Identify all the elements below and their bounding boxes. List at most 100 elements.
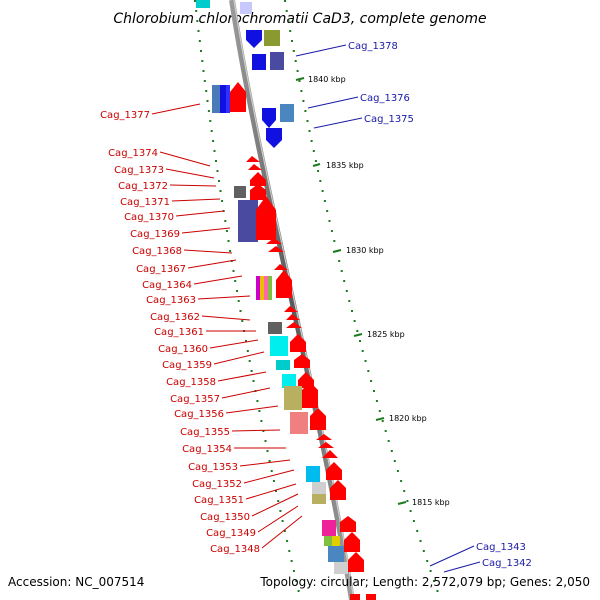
left-leader-lines xyxy=(151,103,303,549)
gene-box xyxy=(260,276,264,300)
guide-dot xyxy=(308,130,311,132)
guide-dot xyxy=(298,80,301,82)
guide-dot xyxy=(396,470,399,472)
guide-dot xyxy=(277,500,280,502)
gene-label: Cag_1364 xyxy=(142,280,192,291)
gene-box xyxy=(306,466,320,482)
guide-dot xyxy=(321,190,324,192)
guide-dot xyxy=(351,310,353,312)
guide-dot xyxy=(296,70,299,72)
guide-dot xyxy=(356,330,359,332)
guide-dot xyxy=(304,110,307,112)
guide-dot xyxy=(400,480,403,482)
gene-label: Cag_1370 xyxy=(124,212,174,223)
tick-label-1840: 1840 kbp xyxy=(308,75,346,84)
forward-gene-arrow xyxy=(250,172,266,186)
guide-dot xyxy=(367,370,370,372)
guide-dot xyxy=(285,10,288,12)
gene-box xyxy=(226,85,230,113)
gene-box xyxy=(290,412,308,434)
guide-dot xyxy=(340,270,343,272)
guide-dot xyxy=(364,360,367,362)
forward-gene-arrow xyxy=(286,314,300,320)
forward-gene-arrow xyxy=(256,196,276,240)
guide-dot xyxy=(297,590,300,592)
guide-dot xyxy=(200,50,202,52)
forward-gene-arrow xyxy=(302,382,318,408)
guide-dot xyxy=(266,450,269,452)
guide-dot xyxy=(433,580,435,582)
guide-dot xyxy=(429,570,432,572)
gene-label: Cag_1369 xyxy=(130,229,180,240)
tick-1815 xyxy=(397,501,407,505)
gene-label: Cag_1359 xyxy=(162,360,212,371)
gene-label: Cag_1374 xyxy=(108,148,158,159)
gene-box xyxy=(366,594,376,600)
guide-dot xyxy=(406,500,409,502)
gene-box xyxy=(322,520,336,536)
guide-dot xyxy=(291,40,293,42)
guide-dot xyxy=(319,180,322,182)
guide-dot xyxy=(234,280,237,282)
guide-dot xyxy=(317,170,320,172)
guide-dot xyxy=(290,560,293,562)
guide-dot xyxy=(288,550,291,552)
kbp-ticks: 1840 kbp 1835 kbp 1830 kbp 1825 kbp 1820… xyxy=(295,75,450,507)
gene-box xyxy=(264,30,280,46)
guide-dot xyxy=(361,350,364,352)
gene-box xyxy=(268,322,282,334)
guide-dot xyxy=(422,550,425,552)
gene-box xyxy=(238,200,258,242)
gene-label: Cag_1358 xyxy=(166,377,216,388)
gene-label: Cag_1353 xyxy=(188,462,238,473)
forward-gene-arrow xyxy=(248,164,262,170)
gene-label: Cag_1362 xyxy=(150,312,200,323)
guide-dot xyxy=(241,320,244,322)
guide-dot xyxy=(333,240,336,242)
guide-dot xyxy=(216,170,219,172)
gene-label: Cag_1356 xyxy=(174,409,224,420)
guide-dot xyxy=(279,510,282,512)
guide-dot xyxy=(426,560,429,562)
tick-label-1820: 1820 kbp xyxy=(389,414,427,423)
guide-dot xyxy=(207,110,210,112)
gene-label: Cag_1373 xyxy=(114,165,164,176)
guide-dot xyxy=(198,40,201,42)
guide-dot xyxy=(348,300,351,302)
forward-gene-arrow xyxy=(318,442,334,448)
gene-box xyxy=(270,336,288,356)
tick-1820 xyxy=(375,417,385,421)
guide-dot xyxy=(225,230,228,232)
gene-label: Cag_1352 xyxy=(192,479,242,490)
gene-box xyxy=(284,386,302,410)
forward-gene-arrow xyxy=(326,462,342,480)
guide-dot xyxy=(353,320,356,322)
guide-dot xyxy=(229,250,232,252)
guide-dot xyxy=(312,150,315,152)
gene-box xyxy=(256,276,260,300)
guide-dot xyxy=(328,220,331,222)
gene-label: Cag_1342 xyxy=(482,558,532,569)
guide-dot xyxy=(378,410,381,412)
gene-box xyxy=(334,562,348,574)
guide-dot xyxy=(302,100,305,102)
guide-dot xyxy=(246,350,249,352)
accession-text: Accession: NC_007514 xyxy=(8,575,144,589)
guide-dot xyxy=(258,410,261,412)
guide-dot xyxy=(237,300,240,302)
forward-gene-arrow xyxy=(316,434,332,440)
tick-label-1815: 1815 kbp xyxy=(412,498,450,507)
guide-dot xyxy=(212,140,215,142)
guide-dot xyxy=(370,380,373,382)
gene-label: Cag_1349 xyxy=(206,528,256,539)
tick-1835 xyxy=(312,163,321,167)
tick-label-1830: 1830 kbp xyxy=(346,246,384,255)
gene-label: Cag_1377 xyxy=(100,110,150,121)
guide-dot xyxy=(375,400,378,402)
guide-dot xyxy=(343,280,346,282)
guide-dot xyxy=(294,60,297,62)
gene-box xyxy=(212,85,220,113)
guide-dot xyxy=(194,0,196,2)
reverse-gene-arrow xyxy=(246,30,262,48)
